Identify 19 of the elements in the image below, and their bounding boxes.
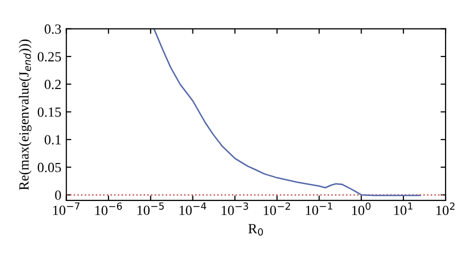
x-tick-label: 10$^{−6}$ [95, 202, 122, 216]
y-tick-label: 0.25 [38, 52, 61, 62]
y-tick-label: 0.2 [44, 80, 61, 90]
y-axis-title: Re(max(eigenvalue(J$_{end}$))) [18, 40, 32, 190]
x-tick-label: 10$^{0}$ [352, 202, 371, 216]
y-tick-label: 0 [55, 190, 61, 200]
x-tick-label: 10$^{−3}$ [222, 202, 248, 216]
x-tick-label: 10$^{2}$ [436, 202, 454, 216]
x-tick-label: 10$^{−4}$ [180, 202, 206, 216]
x-axis-title: R$_{0}$ [248, 224, 263, 236]
y-tick-label: 0.1 [44, 135, 61, 145]
x-tick-label: 10$^{−5}$ [137, 202, 164, 216]
y-tick-label: 0.05 [38, 162, 61, 172]
x-tick-label: 10$^{−7}$ [53, 202, 80, 216]
x-tick-label: 10$^{−2}$ [264, 202, 290, 216]
x-tick-label: 10$^{−1}$ [306, 202, 332, 216]
y-tick-label: 0.3 [44, 24, 61, 34]
y-tick-label: 0.15 [38, 107, 61, 117]
x-tick-label: 10$^{1}$ [394, 202, 412, 216]
